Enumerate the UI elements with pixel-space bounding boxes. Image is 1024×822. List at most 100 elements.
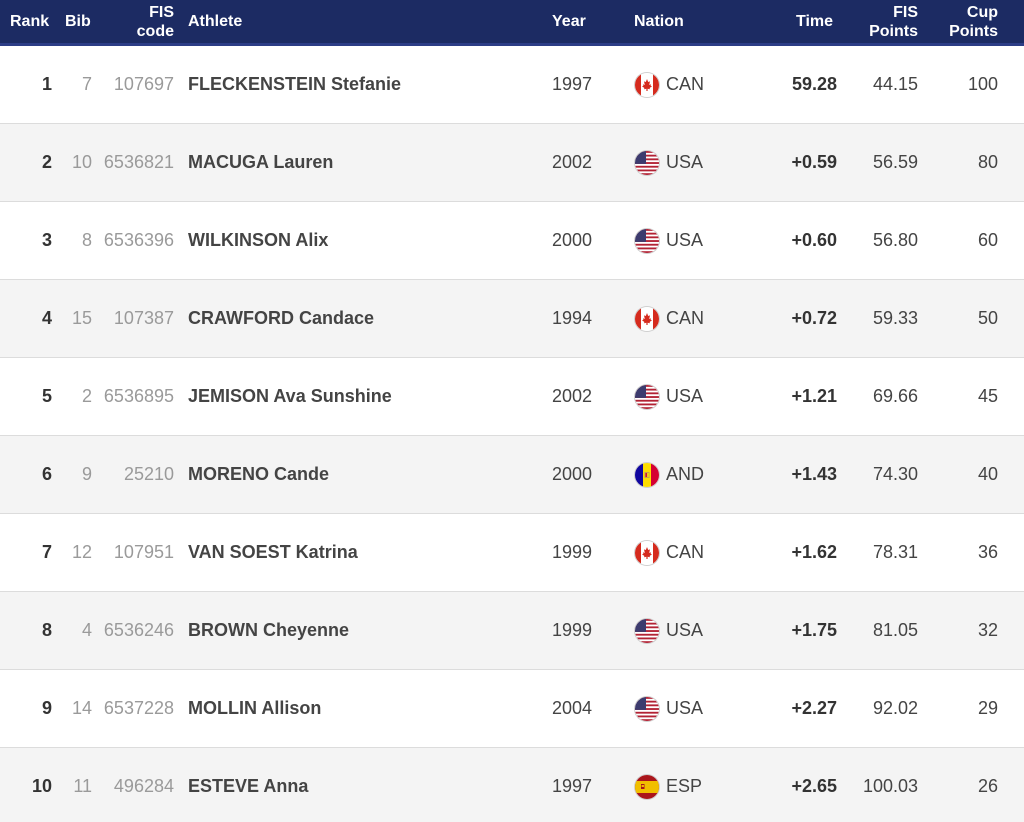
table-row[interactable]: 9 14 6537228 MOLLIN Allison 2004 USA +2.… <box>0 670 1024 748</box>
table-row[interactable]: 10 11 496284 ESTEVE Anna 1997 ESP +2.65 … <box>0 748 1024 822</box>
athlete-name-link[interactable]: ESTEVE Anna <box>188 776 309 796</box>
nation-cell: USA <box>666 620 704 640</box>
nation-cell: AND <box>666 464 705 484</box>
athlete-name-link[interactable]: VAN SOEST Katrina <box>188 542 358 562</box>
andorra-flag-icon <box>635 462 659 487</box>
usa-flag-icon <box>635 696 659 721</box>
bib-cell: 8 <box>81 230 92 250</box>
cup-points-cell: 26 <box>977 776 998 796</box>
header-fis-code-line1: FIS <box>149 3 174 21</box>
header-rank[interactable]: Rank <box>10 13 50 30</box>
birth-year-cell: 2000 <box>552 230 593 250</box>
header-time[interactable]: Time <box>796 13 834 30</box>
birth-year-cell: 1999 <box>552 620 593 640</box>
fis-code-cell: 6536396 <box>103 230 174 250</box>
header-fis-points-line2: Points <box>869 22 918 40</box>
bib-cell: 11 <box>73 776 92 796</box>
usa-flag-icon <box>635 618 659 643</box>
table-row[interactable]: 6 9 25210 MORENO Cande 2000 AND +1.43 74… <box>0 436 1024 514</box>
nation-cell: CAN <box>666 542 705 562</box>
flag-cell <box>634 46 660 123</box>
bib-cell: 15 <box>71 308 92 328</box>
rank-cell: 3 <box>41 230 52 250</box>
rank-cell: 1 <box>41 74 52 94</box>
fis-points-cell: 59.33 <box>872 308 918 328</box>
fis-points-cell: 100.03 <box>862 776 918 796</box>
results-header-row: Rank Bib FIS code Athlete Year Nation Ti… <box>0 0 1024 46</box>
time-cell: +1.75 <box>791 620 837 640</box>
fis-code-cell: 107951 <box>113 542 174 562</box>
table-row[interactable]: 7 12 107951 VAN SOEST Katrina 1999 CAN +… <box>0 514 1024 592</box>
athlete-name-link[interactable]: BROWN Cheyenne <box>188 620 350 640</box>
nation-cell: USA <box>666 698 704 718</box>
table-row[interactable]: 1 7 107697 FLECKENSTEIN Stefanie 1997 CA… <box>0 46 1024 124</box>
canada-flag-icon <box>635 540 659 565</box>
athlete-name-link[interactable]: CRAWFORD Candace <box>188 308 375 328</box>
bib-cell: 12 <box>71 542 92 562</box>
table-row[interactable]: 8 4 6536246 BROWN Cheyenne 1999 USA +1.7… <box>0 592 1024 670</box>
time-cell: +0.72 <box>791 308 837 328</box>
header-fis-code[interactable]: FIS code <box>128 0 174 43</box>
birth-year-cell: 1997 <box>552 776 593 796</box>
header-year[interactable]: Year <box>552 13 586 30</box>
birth-year-cell: 2004 <box>552 698 593 718</box>
table-row[interactable]: 2 10 6536821 MACUGA Lauren 2002 USA +0.5… <box>0 124 1024 202</box>
flag-cell <box>634 748 660 822</box>
birth-year-cell: 1994 <box>552 308 593 328</box>
time-cell: +2.27 <box>791 698 837 718</box>
athlete-name-link[interactable]: FLECKENSTEIN Stefanie <box>188 74 402 94</box>
fis-points-cell: 69.66 <box>872 386 918 406</box>
rank-cell: 4 <box>41 308 52 328</box>
flag-cell <box>634 124 660 201</box>
cup-points-cell: 50 <box>977 308 998 328</box>
athlete-name-link[interactable]: MOLLIN Allison <box>188 698 322 718</box>
cup-points-cell: 32 <box>977 620 998 640</box>
athlete-name-link[interactable]: JEMISON Ava Sunshine <box>188 386 392 406</box>
rank-cell: 10 <box>31 776 52 796</box>
bib-cell: 4 <box>81 620 92 640</box>
flag-cell <box>634 592 660 669</box>
fis-points-cell: 92.02 <box>872 698 918 718</box>
usa-flag-icon <box>635 228 659 253</box>
time-cell: +1.43 <box>791 464 837 484</box>
birth-year-cell: 1999 <box>552 542 593 562</box>
birth-year-cell: 2002 <box>552 386 593 406</box>
header-cup-points-line1: Cup <box>966 3 998 21</box>
header-athlete[interactable]: Athlete <box>188 13 243 30</box>
rank-cell: 6 <box>41 464 52 484</box>
cup-points-cell: 80 <box>977 152 998 172</box>
table-row[interactable]: 3 8 6536396 WILKINSON Alix 2000 USA +0.6… <box>0 202 1024 280</box>
athlete-name-link[interactable]: MORENO Cande <box>188 464 330 484</box>
usa-flag-icon <box>635 150 659 175</box>
header-fis-points-line1: FIS <box>893 3 918 21</box>
header-fis-points[interactable]: FIS Points <box>862 0 918 43</box>
rank-cell: 5 <box>41 386 52 406</box>
flag-cell <box>634 280 660 357</box>
header-cup-points[interactable]: Cup Points <box>942 0 998 43</box>
time-cell: +0.60 <box>791 230 837 250</box>
athlete-name-link[interactable]: WILKINSON Alix <box>188 230 329 250</box>
header-nation[interactable]: Nation <box>634 13 684 30</box>
fis-code-cell: 6536246 <box>103 620 174 640</box>
cup-points-cell: 45 <box>977 386 998 406</box>
nation-cell: CAN <box>666 74 705 94</box>
flag-cell <box>634 436 660 513</box>
rank-cell: 8 <box>41 620 52 640</box>
bib-cell: 10 <box>71 152 92 172</box>
nation-cell: CAN <box>666 308 705 328</box>
athlete-name-link[interactable]: MACUGA Lauren <box>188 152 334 172</box>
table-row[interactable]: 4 15 107387 CRAWFORD Candace 1994 CAN +0… <box>0 280 1024 358</box>
flag-cell <box>634 358 660 435</box>
spain-flag-icon <box>635 774 659 799</box>
fis-code-cell: 107697 <box>113 74 174 94</box>
fis-code-cell: 6537228 <box>103 698 174 718</box>
bib-cell: 9 <box>81 464 92 484</box>
usa-flag-icon <box>635 384 659 409</box>
cup-points-cell: 100 <box>967 74 998 94</box>
results-body: 1 7 107697 FLECKENSTEIN Stefanie 1997 CA… <box>0 46 1024 822</box>
bib-cell: 14 <box>71 698 92 718</box>
fis-points-cell: 56.59 <box>872 152 918 172</box>
fis-code-cell: 25210 <box>123 464 174 484</box>
table-row[interactable]: 5 2 6536895 JEMISON Ava Sunshine 2002 US… <box>0 358 1024 436</box>
header-bib[interactable]: Bib <box>65 13 91 30</box>
